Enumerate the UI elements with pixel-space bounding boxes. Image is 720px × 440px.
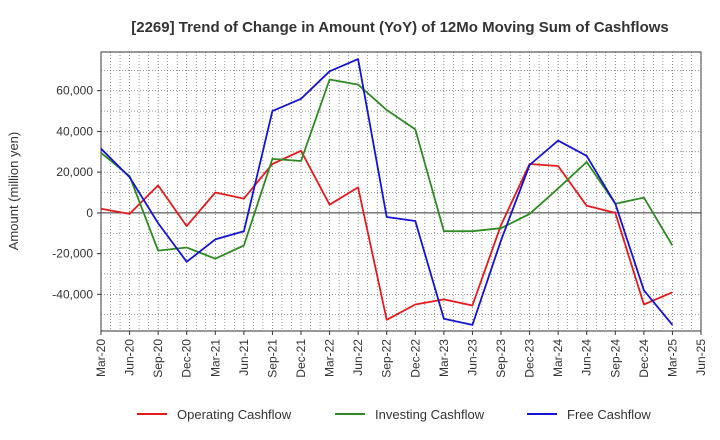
x-tick-label: Jun-21 bbox=[237, 339, 251, 376]
plot-frame bbox=[100, 51, 702, 332]
y-tick-label: -20,000 bbox=[52, 247, 93, 261]
y-tick-label: 40,000 bbox=[56, 124, 93, 138]
x-tick-label: Dec-24 bbox=[637, 339, 651, 378]
x-tick-label: Sep-24 bbox=[608, 339, 622, 378]
legend: Operating Cashflow Investing Cashflow Free… bbox=[137, 407, 651, 422]
x-tick-label: Jun-23 bbox=[465, 339, 479, 376]
x-tick-label: Sep-22 bbox=[380, 339, 394, 378]
x-tick-label: Sep-23 bbox=[494, 339, 508, 378]
y-axis-label: Amount (million yen) bbox=[6, 132, 21, 251]
y-tick-label: 60,000 bbox=[56, 84, 93, 98]
legend-label: Operating Cashflow bbox=[177, 407, 292, 422]
x-tick-label: Mar-25 bbox=[665, 339, 679, 377]
x-tick-label: Mar-20 bbox=[94, 339, 108, 377]
x-tick-label: Sep-20 bbox=[151, 339, 165, 378]
x-tick-label: Mar-22 bbox=[323, 339, 337, 377]
legend-label: Investing Cashflow bbox=[375, 407, 485, 422]
x-tick-label: Dec-21 bbox=[294, 339, 308, 378]
x-tick-label: Jun-24 bbox=[580, 339, 594, 376]
y-tick-label: 20,000 bbox=[56, 165, 93, 179]
series-line-operating-cashflow bbox=[100, 149, 673, 321]
chart-title: [2269] Trend of Change in Amount (YoY) o… bbox=[131, 19, 669, 36]
series-line-investing-cashflow bbox=[100, 78, 674, 260]
x-tick-label: Jun-22 bbox=[351, 339, 365, 376]
legend-label: Free Cashflow bbox=[567, 407, 651, 422]
x-tick-label: Mar-21 bbox=[208, 339, 222, 377]
series-line-free-cashflow bbox=[100, 58, 674, 326]
x-tick-label: Dec-23 bbox=[523, 339, 537, 378]
y-tick-label: 0 bbox=[86, 206, 93, 220]
x-tick-label: Jun-25 bbox=[694, 339, 708, 376]
y-tick-label: -40,000 bbox=[52, 287, 93, 301]
plot-area: 60,000 40,000 20,000 0 -20,000 -40,000 Mar-20 J… bbox=[52, 51, 708, 378]
x-tick-label: Mar-23 bbox=[437, 339, 451, 377]
x-tick-label: Sep-21 bbox=[265, 339, 279, 378]
x-tick-label: Dec-22 bbox=[408, 339, 422, 378]
x-tick-label: Mar-24 bbox=[551, 339, 565, 377]
x-tick-label: Dec-20 bbox=[180, 339, 194, 378]
x-tick-label: Jun-20 bbox=[123, 339, 137, 376]
